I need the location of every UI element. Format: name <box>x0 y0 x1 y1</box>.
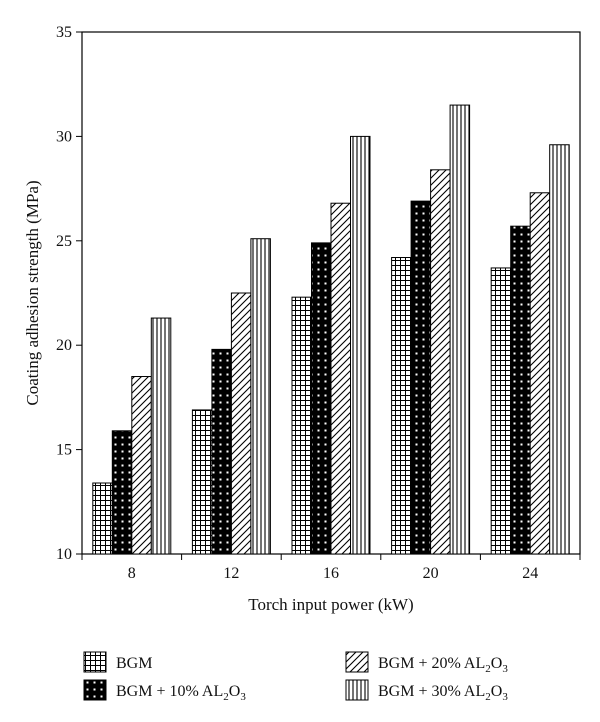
bar-diagonal-24 <box>529 192 551 555</box>
bar-grid-8 <box>92 482 113 555</box>
y-axis-title: Coating adhesion strength (MPa) <box>23 180 42 405</box>
x-tick-label: 16 <box>323 565 339 582</box>
bar-vertical-8 <box>150 317 172 555</box>
bar-diagonal-12 <box>230 292 252 555</box>
bar-grid-12 <box>191 409 213 555</box>
bar-diagonal-20 <box>430 169 451 555</box>
x-tick-label: 8 <box>128 565 136 582</box>
bar-diagonal-8 <box>131 376 152 555</box>
bar-grid-20 <box>391 257 412 555</box>
bar-dots-24 <box>510 225 531 555</box>
y-tick-label: 20 <box>56 337 72 354</box>
bar-vertical-24 <box>549 144 570 555</box>
legend-swatch-vertical <box>345 679 369 701</box>
bars <box>92 104 570 555</box>
bar-dots-16 <box>311 242 332 555</box>
bar-dots-8 <box>111 430 133 555</box>
legend-label: BGM + 20% AL2O3 <box>378 655 508 675</box>
y-tick-label: 35 <box>56 24 72 41</box>
legend: BGM BGM + 10% AL2O3 BGM + 20% AL2O3 BGM + 3… <box>83 651 508 703</box>
y-tick-label: 25 <box>56 233 72 250</box>
plot-area: 8 12 16 20 24 10 15 20 25 30 35 <box>56 24 581 582</box>
bar-dots-12 <box>211 348 232 555</box>
legend-label: BGM + 10% AL2O3 <box>116 683 246 703</box>
legend-swatch-grid <box>83 651 107 673</box>
y-axis-ticks: 10 15 20 25 30 35 <box>56 24 82 563</box>
bar-diagonal-16 <box>330 202 351 555</box>
legend-swatch-diagonal <box>345 651 369 673</box>
y-tick-label: 15 <box>56 442 72 459</box>
legend-swatch-dots <box>83 679 107 701</box>
bar-vertical-12 <box>250 238 271 555</box>
x-tick-label: 20 <box>423 565 439 582</box>
legend-label: BGM <box>116 655 152 672</box>
x-axis-title: Torch input power (kW) <box>248 595 413 614</box>
y-tick-label: 30 <box>56 128 72 145</box>
legend-label: BGM + 30% AL2O3 <box>378 683 508 703</box>
x-tick-label: 12 <box>223 565 239 582</box>
bar-vertical-16 <box>350 135 371 555</box>
bar-vertical-20 <box>449 104 471 555</box>
bar-dots-20 <box>410 200 432 555</box>
y-tick-label: 10 <box>56 546 72 563</box>
x-tick-label: 24 <box>522 565 538 582</box>
x-axis-ticks: 8 12 16 20 24 <box>81 554 581 582</box>
bar-grid-16 <box>291 296 312 555</box>
bar-grid-24 <box>490 267 512 555</box>
